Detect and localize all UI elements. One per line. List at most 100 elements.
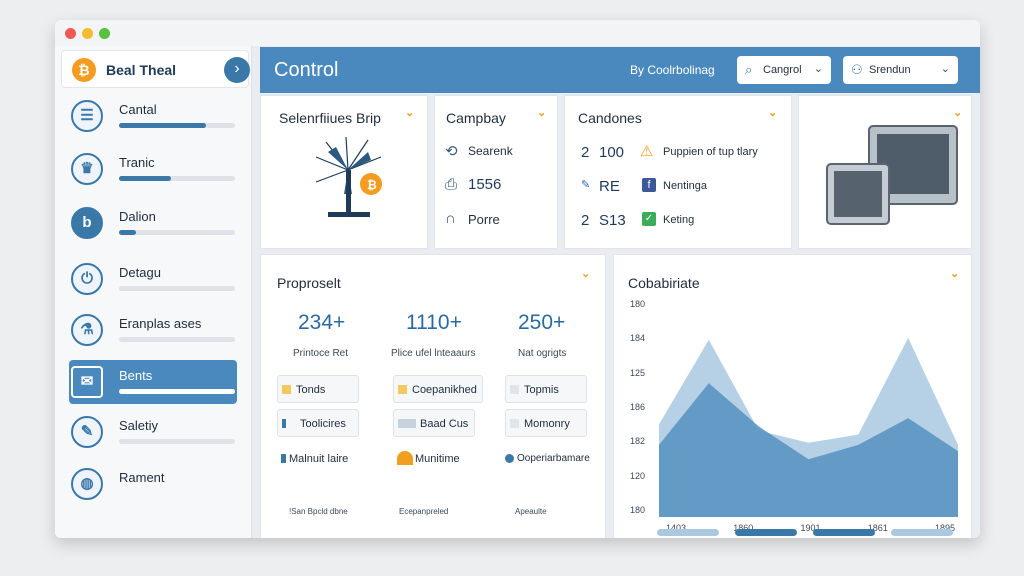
sidebar-item-rament[interactable]: ◍ Rament: [69, 462, 237, 506]
user-select-value: Srendun: [869, 64, 911, 76]
progress-fill: [119, 123, 206, 128]
stacked-panels-icon: [826, 125, 958, 225]
candones-note: Nentinga: [663, 180, 708, 192]
area-series-dark: [659, 383, 958, 517]
x-tick-label: 1403: [666, 523, 687, 533]
top-header: Control By Coolrbolinag ⌕ Cangrol ⌄ ⚇ Sr…: [260, 47, 980, 93]
globe-icon: ◍: [71, 468, 103, 500]
x-tick-label: 1901: [800, 523, 821, 533]
chip-tonds[interactable]: Tonds: [277, 375, 359, 403]
stat-label: Printoce Ret: [293, 348, 349, 359]
chip-label: Munitime: [415, 453, 460, 465]
chip-coepanikhed[interactable]: Coepanikhed: [393, 375, 483, 403]
power-icon: ⏻: [71, 263, 103, 295]
control-select[interactable]: ⌕ Cangrol ⌄: [737, 56, 831, 84]
chip-label: Baad Cus: [420, 418, 469, 430]
sidebar-item-label: Detagu: [119, 265, 161, 280]
chart-panel: Cobabiriate ⌄ 180 184 125 186 182 120 180 1403…: [613, 254, 972, 538]
more-icon[interactable]: ⌄: [950, 268, 960, 280]
sidebar-item-tranic[interactable]: ♛ Tranic: [69, 147, 237, 191]
chip-malnuit-laire[interactable]: Malnuit laire: [277, 445, 359, 473]
more-icon[interactable]: ⌄: [768, 107, 778, 119]
y-tick-label: 186: [630, 402, 646, 412]
chart-page-indicator-1[interactable]: [657, 529, 719, 536]
sidebar-item-label: Saletiy: [119, 418, 159, 433]
bitcoin-icon: ₿: [72, 58, 96, 82]
y-tick-label: 184: [630, 333, 646, 344]
chart-page-indicator-2[interactable]: [735, 529, 797, 536]
candones-note: Puppien of tup tlary: [663, 146, 758, 158]
sidebar-item-label: Tranic: [119, 155, 155, 170]
more-icon[interactable]: ⌄: [581, 268, 591, 280]
x-tick-label: 1860: [733, 523, 754, 533]
chip-label: Malnuit laire: [289, 453, 349, 465]
panel-title: Proproselt: [277, 275, 341, 291]
sidebar-item-eranplas-ases[interactable]: ⚗ Eranplas ases: [69, 308, 237, 352]
maximize-window-button[interactable]: [99, 28, 110, 39]
stat-label: Plice ufel lnteaaurs: [391, 348, 476, 359]
candones-num: 2: [581, 144, 590, 161]
chip-label: Momonry: [524, 418, 570, 430]
candones-value: S13: [599, 212, 626, 229]
tag-icon: [397, 451, 413, 465]
chevron-right-icon[interactable]: ›: [224, 57, 250, 83]
note-icon: ✓: [642, 212, 656, 226]
x-tick-label: 1861: [867, 523, 888, 533]
chip-ooperiarbamare[interactable]: Ooperiarbamare: [501, 445, 601, 473]
pen-icon: ✎: [581, 179, 591, 191]
chart-page-indicator-3[interactable]: [813, 529, 875, 536]
y-tick-label: 182: [630, 436, 646, 447]
page-title: Control: [274, 59, 339, 81]
y-tick-label: 180: [630, 505, 646, 515]
chip-label: Topmis: [524, 384, 559, 396]
crown-icon: ♛: [71, 153, 103, 185]
footer-link[interactable]: Apeaulte: [515, 507, 547, 516]
stat-value: 1110+: [406, 311, 462, 334]
mail-icon: ✉: [71, 366, 103, 398]
more-icon[interactable]: ⌄: [953, 107, 963, 119]
chip-topmis[interactable]: Topmis: [505, 375, 587, 403]
control-select-value: Cangrol: [763, 64, 802, 76]
search-icon: ⌕: [745, 62, 753, 77]
more-icon[interactable]: ⌄: [537, 107, 547, 119]
user-icon: ⚇: [851, 62, 863, 77]
chat-icon: ✎: [71, 416, 103, 448]
footer-link[interactable]: Ecepanpreled: [399, 507, 449, 516]
chip-momonry[interactable]: Momonry: [505, 409, 587, 437]
tag-icon: [505, 454, 514, 463]
sidebar-item-label: Bents: [119, 368, 153, 383]
chevron-down-icon: ⌄: [813, 63, 823, 75]
more-icon[interactable]: ⌄: [405, 107, 415, 119]
candones-note: Keting: [663, 214, 695, 226]
tag-icon: [510, 419, 519, 428]
sidebar-item-label: Dalion: [119, 209, 156, 224]
area-chart: [659, 337, 958, 517]
search-icon: ⟲: [445, 143, 458, 160]
y-tick-label: 120: [630, 470, 646, 481]
sidebar-item-cantal[interactable]: ☰ Cantal: [69, 94, 237, 138]
chip-label: Coepanikhed: [412, 384, 477, 396]
sidebar-item-bents[interactable]: ✉ Bents: [69, 360, 237, 404]
chip-munitime[interactable]: Munitime: [393, 445, 475, 473]
chart-page-indicator-4[interactable]: [891, 529, 953, 536]
sidebar-item-dalion[interactable]: b Dalion: [69, 201, 237, 245]
wind-turbine-illustration: ₿: [315, 136, 382, 217]
candones-num: 2: [581, 212, 590, 229]
campbay-row: 1556: [468, 176, 502, 193]
close-window-button[interactable]: [65, 28, 76, 39]
campbay-row: Searenk: [468, 144, 513, 158]
footer-link[interactable]: !San Bpcld dbne: [289, 507, 348, 516]
card-wind: Selenrfiiues Brip ⌄ ₿: [260, 95, 428, 249]
sidebar-header: ₿ Beal Theal ›: [61, 50, 250, 88]
chip-toolicires[interactable]: Toolicires: [277, 409, 359, 437]
progress-bar: [119, 286, 235, 291]
user-select[interactable]: ⚇ Srendun ⌄: [843, 56, 958, 84]
facebook-icon: f: [642, 178, 656, 192]
progress-bar: [119, 176, 235, 181]
candones-value: RE: [599, 178, 620, 195]
chip-baad-cus[interactable]: Baad Cus: [393, 409, 475, 437]
sidebar-item-saletiy[interactable]: ✎ Saletiy: [69, 410, 237, 454]
sidebar-item-detagu[interactable]: ⏻ Detagu: [69, 257, 237, 301]
minimize-window-button[interactable]: [82, 28, 93, 39]
stat-label: Nat ogrigts: [518, 348, 567, 359]
